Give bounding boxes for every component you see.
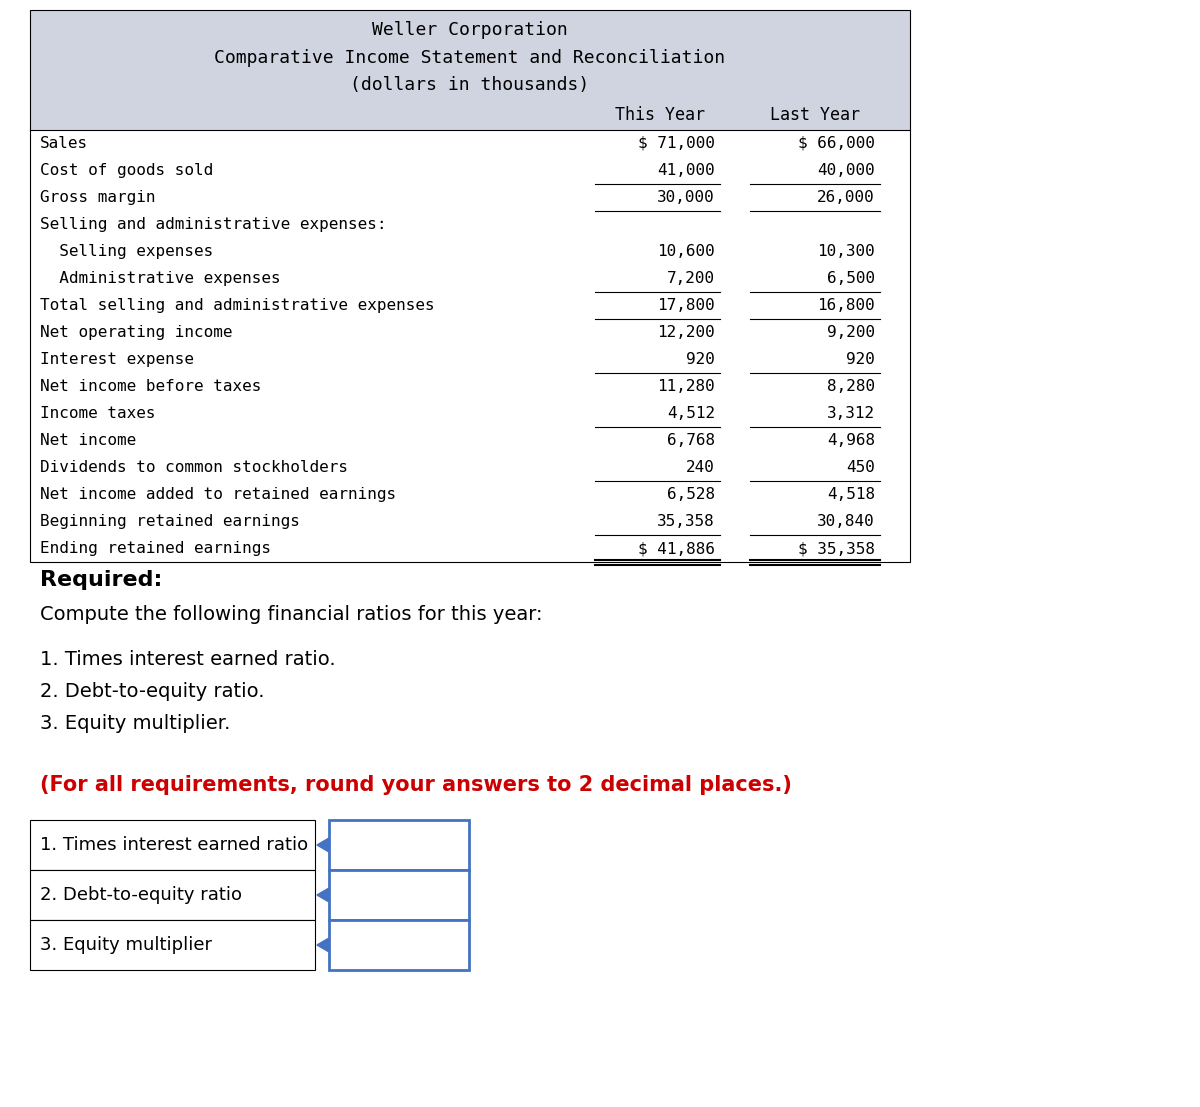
Text: Sales: Sales	[40, 136, 88, 151]
Text: Net income before taxes: Net income before taxes	[40, 379, 262, 394]
Text: Cost of goods sold: Cost of goods sold	[40, 163, 214, 178]
Bar	[30, 870, 314, 920]
Text: Total selling and administrative expenses: Total selling and administrative expense…	[40, 298, 434, 313]
Text: 10,300: 10,300	[817, 244, 875, 259]
Text: 26,000: 26,000	[817, 190, 875, 205]
Text: 10,600: 10,600	[658, 244, 715, 259]
Text: Interest expense: Interest expense	[40, 352, 194, 368]
Text: 11,280: 11,280	[658, 379, 715, 394]
Text: 7,200: 7,200	[667, 271, 715, 286]
Text: Administrative expenses: Administrative expenses	[40, 271, 281, 286]
Text: Net operating income: Net operating income	[40, 325, 233, 340]
Text: Weller Corporation: Weller Corporation	[372, 21, 568, 39]
Text: $ 71,000: $ 71,000	[638, 136, 715, 151]
Text: 3,312: 3,312	[827, 406, 875, 421]
Text: 41,000: 41,000	[658, 163, 715, 178]
Text: 240: 240	[686, 461, 715, 475]
Text: Net income: Net income	[40, 433, 137, 448]
Text: Dividends to common stockholders: Dividends to common stockholders	[40, 461, 348, 475]
Polygon shape	[317, 938, 329, 952]
Text: Required:: Required:	[40, 570, 162, 590]
Text: 4,518: 4,518	[827, 487, 875, 501]
Text: 4,512: 4,512	[667, 406, 715, 421]
Text: This Year: This Year	[616, 106, 706, 124]
Text: 1. Times interest earned ratio.: 1. Times interest earned ratio.	[40, 650, 336, 669]
Text: 30,000: 30,000	[658, 190, 715, 205]
Bar	[30, 10, 910, 562]
Text: 9,200: 9,200	[827, 325, 875, 340]
Text: 12,200: 12,200	[658, 325, 715, 340]
Text: 17,800: 17,800	[658, 298, 715, 313]
Text: 40,000: 40,000	[817, 163, 875, 178]
Text: 8,280: 8,280	[827, 379, 875, 394]
Text: 1. Times interest earned ratio: 1. Times interest earned ratio	[40, 836, 308, 853]
Bar	[329, 870, 469, 920]
Polygon shape	[317, 888, 329, 902]
Text: Income taxes: Income taxes	[40, 406, 156, 421]
Text: Ending retained earnings: Ending retained earnings	[40, 541, 271, 556]
Text: Gross margin: Gross margin	[40, 190, 156, 205]
Text: Selling and administrative expenses:: Selling and administrative expenses:	[40, 217, 386, 232]
Bar	[30, 820, 314, 870]
Text: Beginning retained earnings: Beginning retained earnings	[40, 514, 300, 529]
Text: 3. Equity multiplier: 3. Equity multiplier	[40, 937, 212, 954]
Bar	[30, 130, 910, 562]
Text: 450: 450	[846, 461, 875, 475]
Text: 4,968: 4,968	[827, 433, 875, 448]
Bar	[30, 920, 314, 970]
Text: 6,768: 6,768	[667, 433, 715, 448]
Bar	[329, 920, 469, 970]
Bar	[30, 10, 910, 130]
Text: 3. Equity multiplier.: 3. Equity multiplier.	[40, 714, 230, 733]
Text: $ 41,886: $ 41,886	[638, 541, 715, 556]
Text: $ 35,358: $ 35,358	[798, 541, 875, 556]
Bar	[329, 820, 469, 870]
Text: 6,528: 6,528	[667, 487, 715, 501]
Text: 2. Debt-to-equity ratio.: 2. Debt-to-equity ratio.	[40, 682, 264, 701]
Text: $ 66,000: $ 66,000	[798, 136, 875, 151]
Text: Last Year: Last Year	[770, 106, 860, 124]
Text: 6,500: 6,500	[827, 271, 875, 286]
Text: Comparative Income Statement and Reconciliation: Comparative Income Statement and Reconci…	[215, 49, 726, 68]
Text: 16,800: 16,800	[817, 298, 875, 313]
Text: 920: 920	[846, 352, 875, 368]
Text: (dollars in thousands): (dollars in thousands)	[350, 76, 589, 94]
Text: (For all requirements, round your answers to 2 decimal places.): (For all requirements, round your answer…	[40, 775, 792, 795]
Text: Net income added to retained earnings: Net income added to retained earnings	[40, 487, 396, 501]
Text: Compute the following financial ratios for this year:: Compute the following financial ratios f…	[40, 606, 542, 624]
Text: Selling expenses: Selling expenses	[40, 244, 214, 259]
Text: 2. Debt-to-equity ratio: 2. Debt-to-equity ratio	[40, 886, 242, 904]
Text: 920: 920	[686, 352, 715, 368]
Text: 35,358: 35,358	[658, 514, 715, 529]
Text: 30,840: 30,840	[817, 514, 875, 529]
Polygon shape	[317, 838, 329, 852]
